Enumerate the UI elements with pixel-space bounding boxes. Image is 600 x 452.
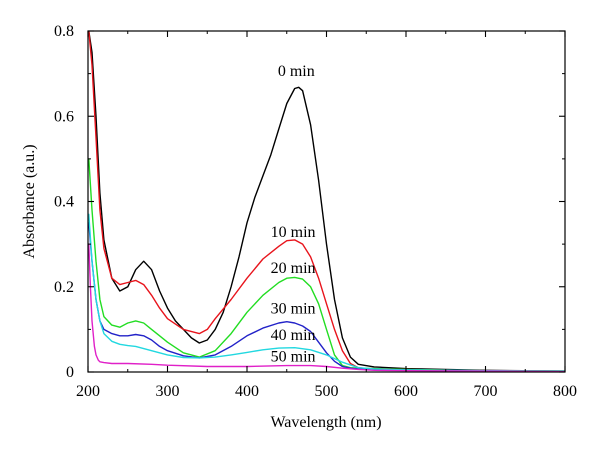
curve-label: 30 min	[271, 301, 316, 318]
y-tick-label: 0.2	[54, 279, 74, 296]
x-tick-label: 600	[394, 383, 418, 400]
y-tick-label: 0.4	[54, 194, 74, 211]
series-line-1	[88, 31, 565, 372]
curve-label: 20 min	[271, 260, 316, 277]
series-line-0	[88, 31, 565, 372]
x-tick-label: 700	[474, 383, 498, 400]
curve-label: 50 min	[271, 348, 316, 365]
curve-annotations: 0 min 10 min 20 min 30 min 40 min 50 min	[271, 63, 316, 366]
x-tick-label: 200	[76, 383, 100, 400]
series-line-2	[88, 158, 565, 372]
x-tick-label: 500	[315, 383, 339, 400]
y-axis-label: Absorbance (a.u.)	[21, 144, 38, 258]
series-line-5	[88, 243, 565, 372]
series-layer	[88, 31, 565, 372]
y-tick-label: 0.6	[54, 108, 74, 125]
x-axis-label: Wavelength (nm)	[270, 414, 381, 431]
x-tick-label: 800	[553, 383, 577, 400]
plot-frame	[87, 30, 566, 373]
curve-label: 0 min	[278, 63, 315, 80]
series-line-4	[88, 213, 565, 372]
curve-label: 40 min	[271, 327, 316, 344]
y-tick-label: 0	[66, 364, 74, 381]
axis-tick-labels: 200 300 400 500 600 700 800 0 0.2 0.4 0.6 0.8	[54, 23, 577, 400]
x-tick-label: 300	[156, 383, 180, 400]
y-tick-label: 0.8	[54, 23, 74, 40]
x-tick-label: 400	[235, 383, 259, 400]
axis-ticks	[87, 30, 566, 373]
curve-label: 10 min	[271, 224, 316, 241]
